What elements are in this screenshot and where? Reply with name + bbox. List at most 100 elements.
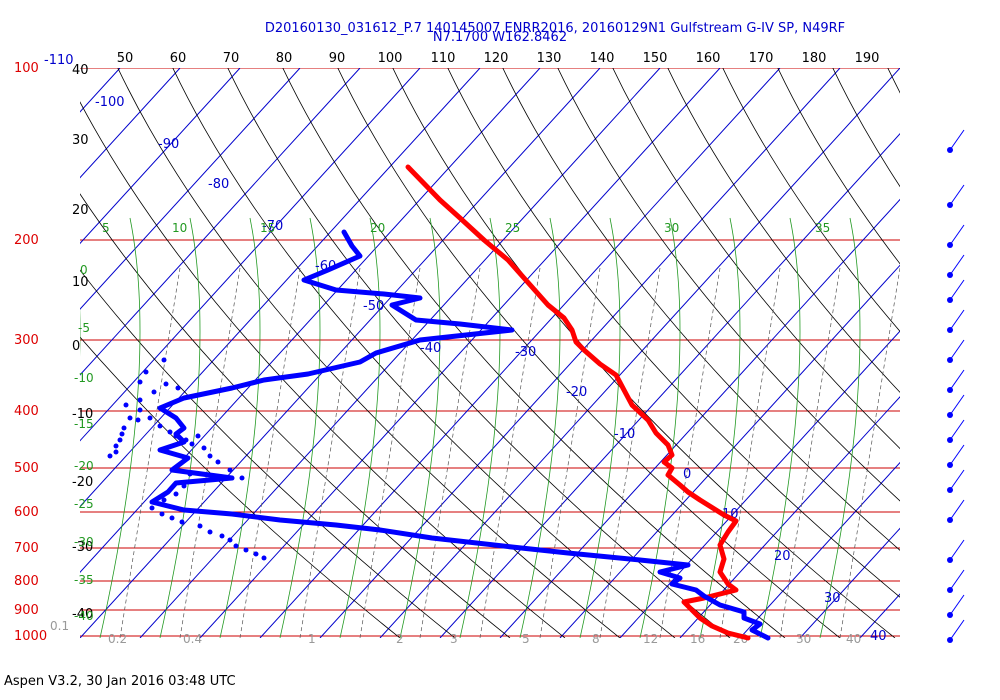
isotherm-label: 20: [774, 549, 791, 564]
dry-adiabat-line: [980, 28, 1000, 638]
dewpoint-scatter-point: [137, 407, 143, 413]
moist-adiabat-line: [819, 217, 861, 638]
isotherm-line: [139, 68, 661, 638]
top-axis-tick: 90: [329, 51, 346, 66]
dry-adiabat-line: [227, 68, 731, 638]
moist-label: 25: [505, 221, 520, 235]
mixing-label: 3: [450, 632, 458, 646]
top-axis-tick: 70: [223, 51, 240, 66]
isotherm-line: [80, 68, 361, 376]
dewpoint-scatter-point: [143, 369, 149, 375]
moist-label: 20: [370, 221, 385, 235]
isotherm-line: [980, 68, 1000, 638]
top-axis-tick: 170: [749, 51, 774, 66]
isotherm-line: [80, 68, 541, 573]
top-axis-tick: 100: [378, 51, 403, 66]
dewpoint-scatter-point: [175, 385, 181, 391]
mixing-label: 16: [690, 632, 705, 646]
isotherm-line: [439, 133, 900, 638]
dewpoint-scatter-point: [121, 425, 127, 431]
isotherm-label: 30: [824, 591, 841, 606]
dewpoint-scatter-point: [149, 505, 155, 511]
moist-label: 30: [664, 221, 679, 235]
moist-adiabat-line: [519, 217, 561, 638]
dewpoint-scatter-point: [215, 459, 221, 465]
moist-label: -30: [74, 535, 94, 549]
moist-adiabat-line: [339, 217, 381, 638]
mixing-label: 0.2: [108, 632, 127, 646]
moist-adiabat-line: [459, 217, 501, 638]
dewpoint-scatter-point: [157, 423, 163, 429]
height-label: -110: [44, 53, 74, 68]
pressure-label: 600: [14, 505, 39, 520]
dewpoint-scatter-point: [253, 551, 259, 557]
moist-label: 5: [102, 221, 110, 235]
pressure-label: 900: [14, 603, 39, 618]
pressure-label: 200: [14, 233, 39, 248]
header-line-2: N7.1700 W162.8462: [433, 30, 567, 45]
moist-label: -35: [74, 573, 94, 587]
dry-adiabat-line: [80, 336, 401, 638]
dry-adiabat-line: [612, 68, 900, 450]
isotherm-label: -40: [420, 341, 441, 356]
isotherm-line: [199, 68, 721, 638]
dewpoint-scatter-point: [169, 515, 175, 521]
mixing-label: 5: [522, 632, 530, 646]
dewpoint-scatter-point: [179, 519, 185, 525]
height-label: -30: [72, 540, 93, 555]
top-axis-tick: 120: [484, 51, 509, 66]
dry-adiabat-line: [925, 28, 1000, 638]
pressure-label: 1000: [14, 629, 47, 644]
dry-adiabat-line: [80, 269, 456, 638]
pressure-label: 800: [14, 574, 39, 589]
dewpoint-scatter-point: [173, 433, 179, 439]
wind-barb-staff: [949, 594, 965, 616]
height-label: 30: [72, 133, 89, 148]
dewpoint-scatter-point: [189, 441, 195, 447]
dewpoint-scatter-point: [113, 449, 119, 455]
top-axis-tick: 180: [802, 51, 827, 66]
wind-barb-staff: [949, 339, 965, 361]
chart-series: [107, 164, 771, 641]
moist-adiabat-line: [279, 217, 321, 638]
top-axis-tick: 140: [590, 51, 615, 66]
top-axis-tick: 110: [431, 51, 456, 66]
moist-label: -25: [74, 497, 94, 511]
isotherm-label: 40: [870, 629, 887, 644]
height-label: 10: [72, 275, 89, 290]
isotherm-label: -90: [158, 137, 179, 152]
dewpoint-scatter-point: [239, 475, 245, 481]
dewpoint-line: [149, 229, 771, 641]
wind-barb-staff: [949, 539, 965, 561]
isotherm-line: [80, 68, 181, 179]
dewpoint-scatter-point: [163, 381, 169, 387]
dewpoint-scatter-point: [113, 443, 119, 449]
dry-adiabat-line: [557, 68, 900, 502]
top-axis-tick: 160: [696, 51, 721, 66]
top-axis-tick: 60: [170, 51, 187, 66]
pressure-label: 400: [14, 404, 39, 419]
top-axis-tick: 50: [117, 51, 134, 66]
pressure-label: 100: [14, 61, 39, 76]
isotherm-line: [259, 68, 781, 638]
height-label: 20: [72, 203, 89, 218]
moist-label: -10: [74, 371, 94, 385]
wind-barb-staff: [949, 444, 965, 466]
isotherm-label: 0: [683, 467, 691, 482]
footer-text: Aspen V3.2, 30 Jan 2016 03:48 UTC: [4, 674, 236, 689]
mixing-label: 30: [796, 632, 811, 646]
isotherm-line: [80, 68, 241, 245]
isotherm-line: [739, 461, 900, 638]
top-axis-tick: 130: [537, 51, 562, 66]
dewpoint-scatter-point: [195, 433, 201, 439]
isotherm-line: [379, 68, 900, 638]
isotherm-line: [80, 68, 481, 508]
dewpoint-scatter-point: [207, 453, 213, 459]
dewpoint-scatter-point: [167, 429, 173, 435]
isotherm-line: [80, 68, 421, 442]
dewpoint-scatter-point: [123, 402, 129, 408]
dewpoint-scatter-point: [187, 471, 193, 477]
isotherm-line: [859, 593, 900, 638]
pressure-label: 700: [14, 541, 39, 556]
moist-label: -5: [78, 321, 90, 335]
